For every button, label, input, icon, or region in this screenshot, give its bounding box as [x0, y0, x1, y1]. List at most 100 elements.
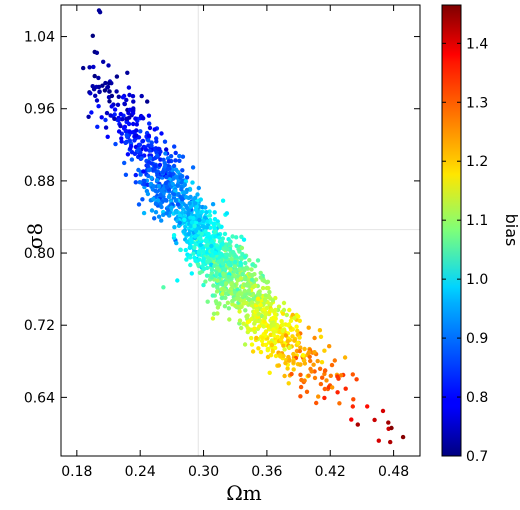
scatter-point — [238, 262, 243, 268]
scatter-point — [372, 417, 377, 423]
scatter-point — [133, 116, 138, 121]
scatter-point — [91, 64, 96, 70]
scatter-point — [205, 299, 210, 304]
scatter-point — [277, 329, 282, 335]
scatter-point — [95, 124, 100, 129]
scatter-point — [336, 376, 341, 381]
scatter-point — [205, 265, 210, 271]
scatter-point — [211, 221, 216, 226]
scatter-point — [237, 318, 243, 323]
scatter-point — [338, 373, 344, 378]
scatter-point — [191, 251, 196, 256]
scatter-point — [109, 104, 114, 109]
scatter-point — [201, 218, 206, 224]
scatter-point — [165, 166, 170, 172]
scatter-point — [203, 205, 208, 210]
scatter-point — [229, 256, 234, 262]
colorbar-tick-label: 1.2 — [466, 154, 488, 170]
scatter-point — [288, 318, 294, 323]
scatter-point — [142, 178, 147, 184]
scatter-point — [267, 289, 272, 295]
scatter-point — [287, 307, 292, 313]
scatter-point — [171, 233, 177, 238]
scatter-point — [178, 247, 183, 253]
scatter-point — [307, 354, 312, 359]
scatter-point — [280, 322, 286, 327]
scatter-point — [210, 202, 216, 207]
scatter-point — [201, 282, 206, 288]
scatter-point — [201, 248, 206, 254]
scatter-point — [166, 159, 171, 164]
scatter-point — [224, 211, 230, 216]
scatter-point — [94, 98, 100, 103]
scatter-point — [273, 345, 278, 351]
scatter-point — [175, 278, 180, 283]
x-axis-title: Ωm — [226, 481, 262, 505]
scatter-point — [116, 117, 121, 123]
scatter-point — [103, 125, 109, 130]
scatter-point — [282, 347, 287, 352]
scatter-point — [158, 201, 163, 206]
scatter-point — [161, 157, 166, 162]
scatter-point — [96, 75, 101, 81]
scatter-point — [104, 110, 110, 116]
scatter-point — [125, 152, 131, 157]
scatter-point — [198, 214, 203, 219]
scatter-point — [235, 292, 241, 297]
scatter-point — [174, 240, 179, 246]
scatter-point — [255, 296, 261, 301]
y-tick-label: 0.96 — [24, 102, 55, 118]
scatter-point — [215, 266, 220, 271]
scatter-point — [286, 381, 291, 386]
scatter-point — [192, 234, 198, 239]
scatter-point — [137, 180, 142, 185]
scatter-point — [175, 183, 180, 188]
scatter-point — [115, 102, 121, 108]
scatter-point — [215, 305, 221, 310]
scatter-point — [212, 210, 217, 215]
scatter-point — [182, 217, 187, 222]
scatter-point — [99, 115, 104, 120]
scatter-point — [89, 110, 94, 115]
scatter-point — [211, 283, 216, 288]
scatter-point — [204, 210, 209, 215]
scatter-point — [162, 160, 167, 166]
scatter-point — [322, 368, 328, 374]
scatter-point — [220, 198, 226, 203]
scatter-point — [136, 167, 141, 173]
scatter-point — [153, 210, 159, 215]
scatter-point — [124, 97, 129, 103]
scatter-point — [127, 138, 132, 143]
scatter-point — [268, 301, 273, 307]
scatter-point — [263, 293, 268, 298]
scatter-point — [250, 273, 255, 278]
scatter-point — [269, 316, 274, 321]
scatter-point — [225, 300, 231, 305]
scatter-point — [192, 223, 197, 229]
scatter-point — [318, 334, 324, 339]
scatter-point — [156, 146, 161, 151]
scatter-point — [276, 363, 282, 368]
scatter-point — [81, 65, 86, 71]
scatter-point — [191, 216, 196, 221]
scatter-point — [107, 99, 112, 104]
scatter-point — [207, 235, 212, 241]
scatter-point — [128, 146, 133, 151]
scatter-point — [302, 378, 307, 383]
scatter-point — [112, 116, 117, 122]
plot-frame — [60, 4, 421, 457]
scatter-point — [146, 173, 151, 179]
scatter-point — [190, 165, 196, 170]
scatter-point — [262, 298, 268, 303]
scatter-point — [222, 231, 228, 237]
scatter-point — [123, 140, 129, 145]
scatter-point — [244, 300, 249, 306]
scatter-point — [250, 349, 256, 354]
scatter-point — [189, 240, 194, 245]
scatter-point — [318, 381, 324, 387]
scatter-point — [120, 117, 125, 122]
scatter-point — [188, 262, 193, 268]
scatter-point — [189, 271, 194, 276]
scatter-point — [278, 354, 283, 359]
